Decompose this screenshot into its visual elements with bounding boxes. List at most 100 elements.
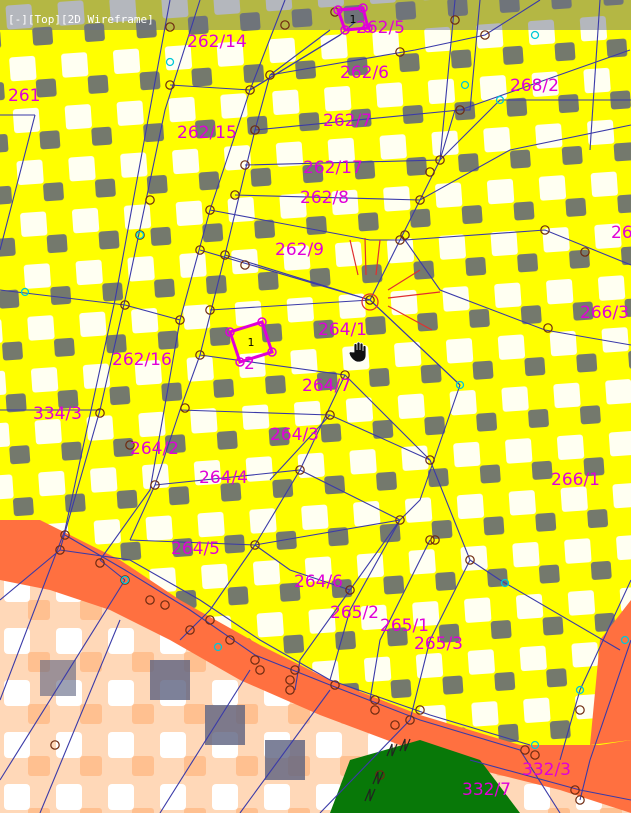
- vertex-icon[interactable]: [185, 625, 195, 635]
- vertex-icon[interactable]: [480, 30, 490, 40]
- vertex-icon[interactable]: [165, 22, 175, 32]
- vertex-icon[interactable]: [135, 230, 145, 240]
- parcel-label: 2: [244, 354, 255, 374]
- vertex-icon[interactable]: [325, 410, 335, 420]
- vertex-icon[interactable]: [135, 230, 145, 240]
- parcel-boundary-line: [369, 0, 456, 301]
- vertex-icon[interactable]: [540, 225, 550, 235]
- vertex-icon[interactable]: [425, 167, 435, 177]
- vertex-icon[interactable]: [285, 675, 295, 685]
- vertex-icon[interactable]: [180, 403, 190, 413]
- vertex-icon[interactable]: [330, 680, 340, 690]
- vertex-icon[interactable]: [250, 540, 260, 550]
- vertex-icon[interactable]: [425, 535, 435, 545]
- vertex-icon[interactable]: [295, 465, 305, 475]
- vertex-icon[interactable]: [435, 155, 445, 165]
- vertex-icon[interactable]: [285, 685, 295, 695]
- parcel-boundary-line: [129, 29, 331, 541]
- parcel-label: 26: [611, 223, 631, 243]
- vertex-icon[interactable]: [465, 555, 475, 565]
- vertex-icon[interactable]: [370, 705, 380, 715]
- vertex-icon[interactable]: [390, 720, 400, 730]
- vertex-icon[interactable]: [415, 195, 425, 205]
- vertex-icon[interactable]: [55, 545, 65, 555]
- vertex-icon[interactable]: [370, 695, 380, 705]
- vertex-icon[interactable]: [205, 615, 215, 625]
- vertex-icon[interactable]: [575, 685, 585, 695]
- vertex-icon[interactable]: [120, 300, 130, 310]
- vertex-icon[interactable]: [225, 635, 235, 645]
- vertex-icon[interactable]: [580, 247, 590, 257]
- vertex-icon[interactable]: [60, 530, 70, 540]
- vertex-icon[interactable]: [195, 245, 205, 255]
- parcel-label: 262/16: [112, 350, 172, 370]
- vertex-icon[interactable]: [530, 750, 540, 760]
- vertex-icon[interactable]: [220, 250, 230, 260]
- vertex-icon[interactable]: [213, 642, 223, 652]
- break-symbol: [372, 771, 384, 785]
- vertex-icon[interactable]: [255, 665, 265, 675]
- vertex-icon[interactable]: [415, 705, 425, 715]
- vertex-icon[interactable]: [205, 305, 215, 315]
- vertex-icon[interactable]: [530, 740, 540, 750]
- vertex-icon[interactable]: [530, 30, 540, 40]
- selection-marker-icon[interactable]: 1: [225, 317, 277, 367]
- vertex-icon[interactable]: [205, 205, 215, 215]
- vertex-icon[interactable]: [280, 20, 290, 30]
- vertex-icon[interactable]: [240, 260, 250, 270]
- vertex-icon[interactable]: [460, 80, 470, 90]
- vertex-icon[interactable]: [620, 635, 630, 645]
- parcel-boundary-line: [254, 49, 631, 131]
- viewport-label[interactable]: [-][Top][2D Wireframe]: [8, 13, 154, 26]
- selected-point-marker[interactable]: [349, 237, 441, 331]
- vertex-icon[interactable]: [405, 715, 415, 725]
- vertex-icon[interactable]: [160, 600, 170, 610]
- vertex-icon[interactable]: [175, 315, 185, 325]
- vertex-icon[interactable]: [125, 440, 135, 450]
- vertex-icon[interactable]: [290, 665, 300, 675]
- vertex-icon[interactable]: [145, 195, 155, 205]
- vertex-icon[interactable]: [120, 575, 130, 585]
- vertex-icon[interactable]: [165, 57, 175, 67]
- vertex-icon[interactable]: [455, 105, 465, 115]
- parcel-boundary-line: [559, 579, 631, 761]
- vertex-icon[interactable]: [250, 655, 260, 665]
- vertex-icon[interactable]: [265, 70, 275, 80]
- vertex-icon[interactable]: [240, 160, 250, 170]
- vertex-icon[interactable]: [95, 558, 105, 568]
- vertex-icon[interactable]: [120, 575, 130, 585]
- vertex-icon[interactable]: [543, 323, 553, 333]
- vertex-icon[interactable]: [245, 85, 255, 95]
- vertex-icon[interactable]: [365, 295, 375, 305]
- vertex-icon[interactable]: [340, 370, 350, 380]
- vertex-icon[interactable]: [395, 235, 405, 245]
- vertex-icon[interactable]: [455, 380, 465, 390]
- vertex-icon[interactable]: [20, 287, 30, 297]
- vertex-icon[interactable]: [145, 595, 155, 605]
- vertex-icon[interactable]: [575, 705, 585, 715]
- vertex-icon[interactable]: [95, 408, 105, 418]
- vertex-icon[interactable]: [495, 95, 505, 105]
- vertex-icon[interactable]: [395, 47, 405, 57]
- vertex-icon[interactable]: [425, 455, 435, 465]
- vertex-icon[interactable]: [450, 15, 460, 25]
- vertex-icon[interactable]: [150, 480, 160, 490]
- vertex-icon[interactable]: [230, 190, 240, 200]
- vertex-icon[interactable]: [400, 230, 410, 240]
- vertex-icon[interactable]: [165, 80, 175, 90]
- vertex-icon[interactable]: [395, 515, 405, 525]
- parcel-boundary-line: [154, 469, 401, 521]
- vertex-icon[interactable]: [195, 350, 205, 360]
- vertex-icon[interactable]: [520, 745, 530, 755]
- vertex-icon[interactable]: [575, 795, 585, 805]
- vertex-icon[interactable]: [345, 585, 355, 595]
- parcel-boundary-line: [409, 559, 471, 721]
- vertex-icon[interactable]: [250, 125, 260, 135]
- selection-marker-icon[interactable]: 1: [333, 3, 373, 35]
- vertex-icon[interactable]: [50, 740, 60, 750]
- vertex-icon[interactable]: [570, 785, 580, 795]
- vertex-icon[interactable]: [430, 535, 440, 545]
- vertex-icon[interactable]: [500, 578, 510, 588]
